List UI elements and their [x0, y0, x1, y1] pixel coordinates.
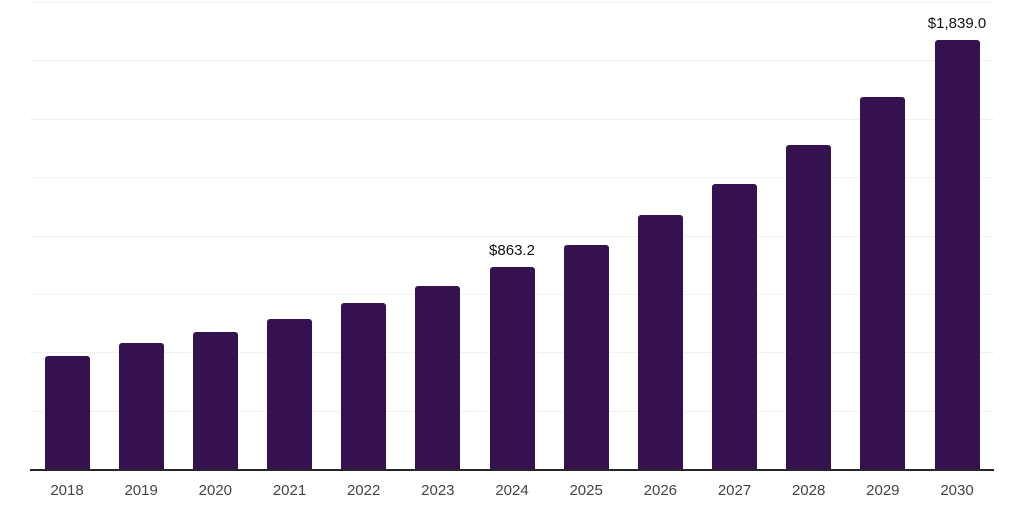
bar-2025[interactable] [563, 245, 609, 469]
bar-2023[interactable] [415, 286, 461, 469]
bar-2026[interactable] [637, 215, 683, 469]
bar-2020[interactable] [192, 331, 238, 469]
x-tick-2028: 2028 [791, 482, 826, 499]
x-tick-2029: 2029 [866, 482, 900, 499]
x-tick-2022: 2022 [346, 482, 381, 499]
bar-2029[interactable] [860, 97, 906, 469]
bar-2028[interactable] [786, 144, 832, 469]
x-axis-labels: 2018 2019 2020 2021 2022 2023 2024 2025 2026 2027… [30, 482, 994, 504]
x-tick-2019: 2019 [124, 482, 158, 499]
data-label-2024: $863.2 [489, 242, 535, 260]
data-label-2030: $1,839.0 [927, 14, 987, 32]
gridline [30, 2, 994, 3]
x-tick-2023: 2023 [421, 482, 455, 499]
x-tick-2020: 2020 [198, 482, 233, 499]
gridline [30, 60, 994, 62]
gridline [30, 177, 994, 179]
x-tick-2027: 2027 [717, 482, 752, 499]
bar-2018[interactable] [44, 356, 90, 469]
x-axis-line [30, 469, 994, 471]
gridline [30, 235, 994, 237]
bar-2024[interactable] [489, 267, 535, 469]
bar-2027[interactable] [712, 184, 757, 469]
x-tick-2024: 2024 [495, 482, 529, 499]
x-tick-2021: 2021 [272, 482, 307, 499]
bar-2021[interactable] [267, 318, 312, 469]
bar-2019[interactable] [118, 342, 164, 469]
x-tick-2030: 2030 [940, 482, 974, 499]
x-tick-2026: 2026 [643, 482, 678, 499]
x-tick-2025: 2025 [569, 482, 603, 499]
bar-2030[interactable] [934, 39, 980, 469]
plot-area: $863.2 $1,839.0 [30, 2, 994, 469]
gridline [30, 118, 994, 120]
x-tick-2018: 2018 [50, 482, 84, 499]
bar-2022[interactable] [341, 303, 387, 469]
